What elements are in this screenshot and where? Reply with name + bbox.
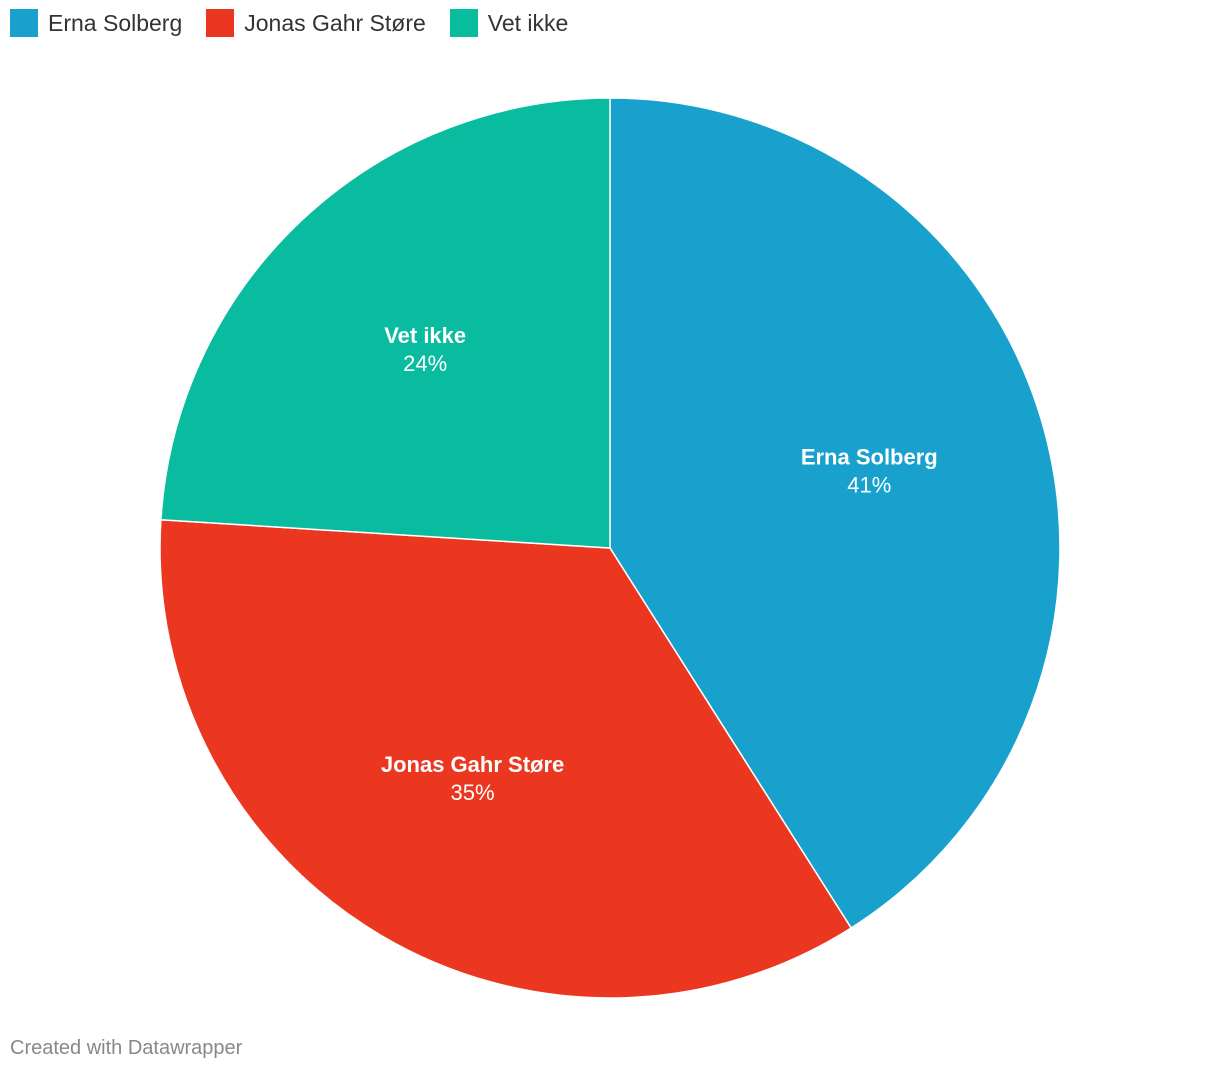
slice-name: Vet ikke xyxy=(384,323,466,348)
legend-item: Erna Solberg xyxy=(10,9,182,37)
legend-label: Jonas Gahr Støre xyxy=(244,9,426,36)
pie-slice xyxy=(160,97,611,549)
legend-swatch xyxy=(206,9,235,37)
legend-label: Erna Solberg xyxy=(48,9,183,36)
pie-slice xyxy=(159,518,853,999)
legend: Erna Solberg Jonas Gahr Støre Vet ikke xyxy=(10,9,568,37)
slice-value: 24% xyxy=(403,351,447,376)
legend-swatch xyxy=(10,9,38,37)
slice-name: Jonas Gahr Støre xyxy=(381,752,564,777)
legend-label: Vet ikke xyxy=(487,9,569,36)
legend-swatch xyxy=(449,9,478,37)
legend-item: Vet ikke xyxy=(449,9,569,37)
slice-value: 35% xyxy=(451,780,495,805)
slice-value: 41% xyxy=(847,472,891,497)
legend-item: Jonas Gahr Støre xyxy=(206,9,426,37)
slice-name: Erna Solberg xyxy=(801,444,938,469)
credit: Created with Datawrapper xyxy=(10,1037,243,1059)
pie-slice xyxy=(609,97,1061,929)
